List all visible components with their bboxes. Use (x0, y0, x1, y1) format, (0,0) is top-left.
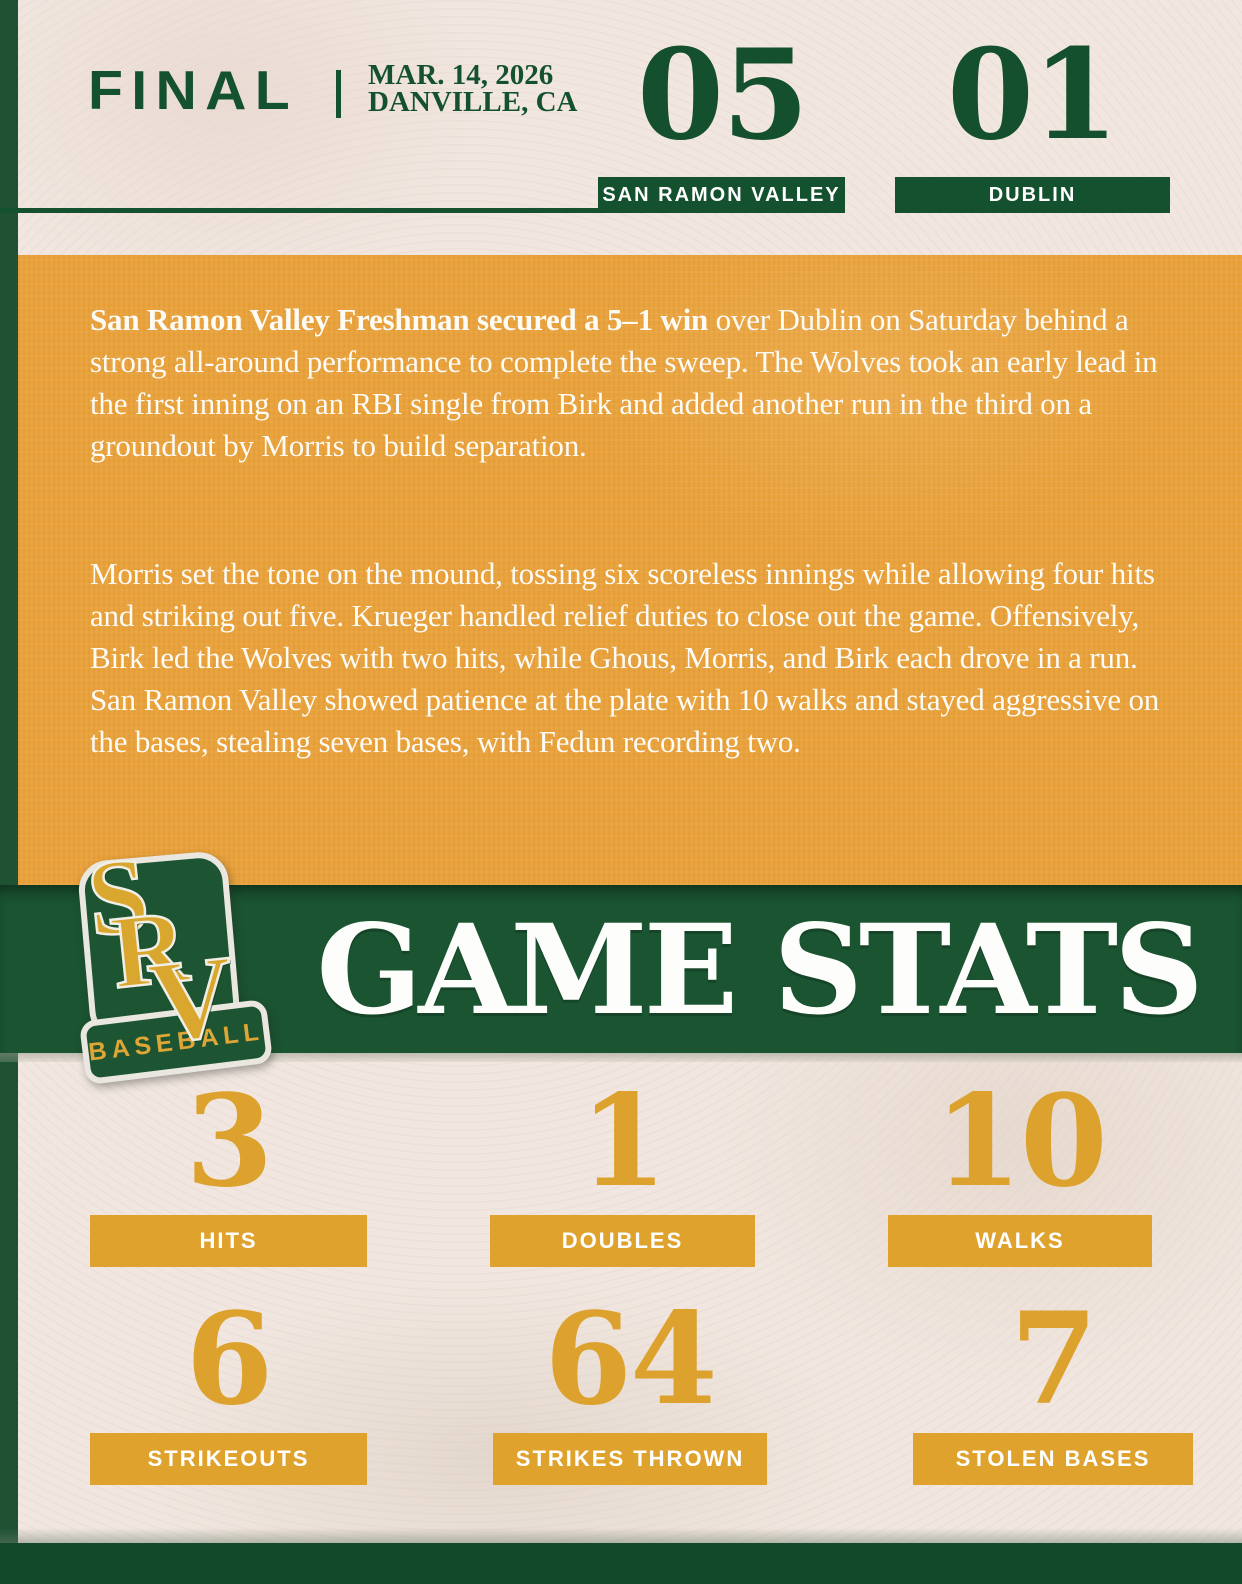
away-score: 01 (947, 22, 1119, 168)
game-date: MAR. 14, 2026 (368, 59, 554, 91)
stat-label-box-hits: HITS (90, 1215, 367, 1267)
stat-value-doubles: 1 (579, 1067, 668, 1215)
stat-value-hits: 3 (185, 1067, 274, 1215)
stat-label-box-strikes-thrown: STRIKES THROWN (493, 1433, 767, 1485)
stat-label-strikeouts: STRIKEOUTS (147, 1446, 310, 1471)
stat-value-stolen-bases: 7 (1010, 1285, 1098, 1433)
left-accent-strip (0, 0, 18, 1584)
final-status-label: FINAL (88, 59, 298, 121)
stat-label-strikes-thrown: STRIKES THROWN (515, 1446, 745, 1471)
stat-label-box-strikeouts: STRIKEOUTS (90, 1433, 367, 1485)
game-stats-title: GAME STATS (316, 898, 1203, 1043)
home-team-badge: SAN RAMON VALLEY (598, 177, 845, 213)
srv-baseball-logo: BASEBALL S R V (68, 834, 288, 1093)
home-score: 05 (637, 22, 809, 168)
game-location: DANVILLE, CA (368, 86, 578, 118)
away-team-badge: DUBLIN (895, 177, 1170, 213)
stat-value-strikeouts: 6 (185, 1285, 274, 1433)
score-underline-rule (0, 208, 845, 213)
recap-section: San Ramon Valley Freshman secured a 5–1 … (18, 255, 1242, 885)
stat-label-hits: HITS (199, 1228, 258, 1253)
footer-bar (0, 1528, 1242, 1584)
stat-label-box-walks: WALKS (888, 1215, 1152, 1267)
recap-lede-rest: over Dublin on Saturday behind a strong … (90, 302, 1158, 463)
stat-label-stolen-bases: STOLEN BASES (955, 1446, 1151, 1471)
stat-label-box-doubles: DOUBLES (490, 1215, 755, 1267)
game-date-location: MAR. 14, 2026 DANVILLE, CA (368, 59, 578, 118)
recap-lede-bold: San Ramon Valley Freshman secured a 5–1 … (90, 302, 709, 337)
stat-label-walks: WALKS (975, 1228, 1065, 1253)
stat-label-doubles: DOUBLES (561, 1228, 684, 1253)
logo-letter-v: V (142, 931, 241, 1070)
stat-label-box-stolen-bases: STOLEN BASES (913, 1433, 1193, 1485)
stat-value-walks: 10 (934, 1067, 1107, 1215)
recap-paragraph-1: San Ramon Valley Freshman secured a 5–1 … (90, 299, 1168, 467)
stat-value-strikes-thrown: 64 (544, 1285, 717, 1433)
home-team-name: SAN RAMON VALLEY (602, 183, 841, 206)
recap-paragraph-2: Morris set the tone on the mound, tossin… (90, 556, 1160, 759)
header-divider (336, 70, 341, 118)
away-team-name: DUBLIN (988, 183, 1077, 206)
